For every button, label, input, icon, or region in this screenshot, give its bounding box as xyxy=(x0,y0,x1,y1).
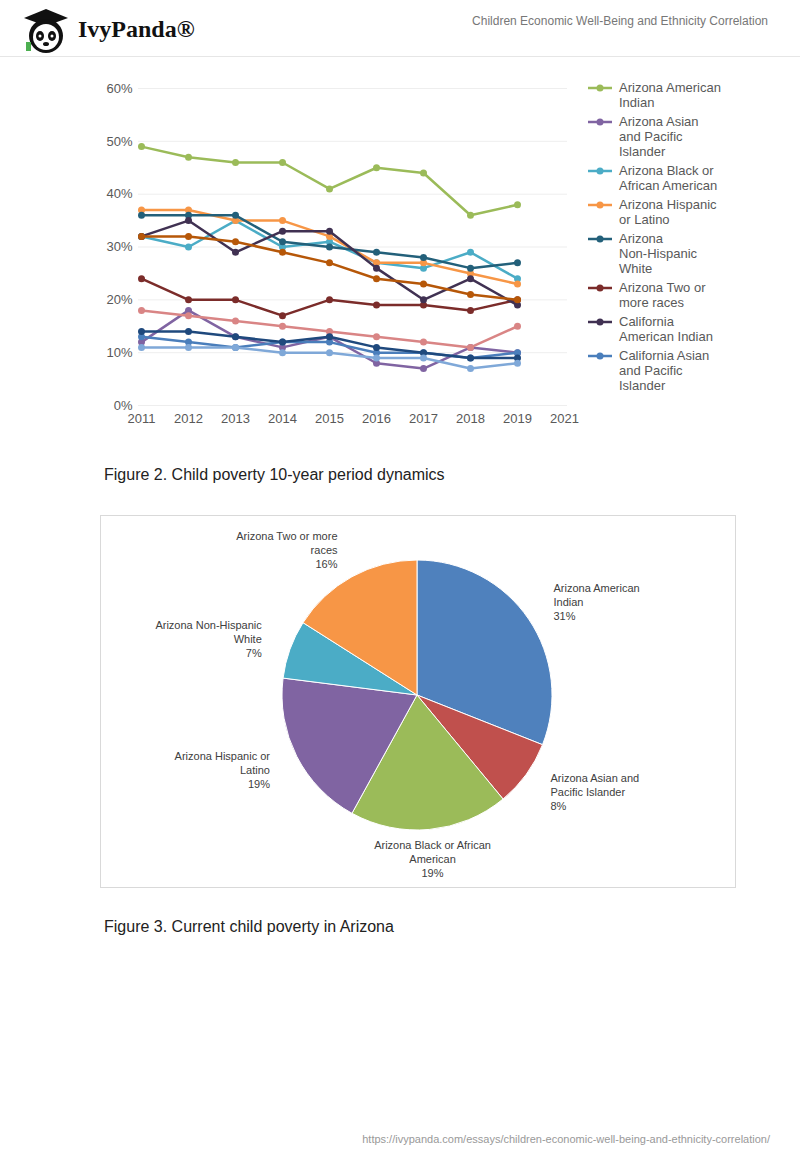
svg-text:2015: 2015 xyxy=(315,411,344,426)
svg-text:Arizona AmericanIndian31%: Arizona AmericanIndian31% xyxy=(553,582,639,622)
html-text:IvyPanda®: IvyPanda® xyxy=(78,16,195,42)
html-text:California Asian: California Asian xyxy=(619,348,710,363)
html-text:and Pacific: and Pacific xyxy=(619,129,683,144)
html-text:https://ivypanda.com/essays/ch: https://ivypanda.com/essays/children-eco… xyxy=(362,1133,770,1145)
html-text:African American: African American xyxy=(619,178,718,193)
svg-text:2012: 2012 xyxy=(174,411,203,426)
html-text:more races: more races xyxy=(619,295,684,310)
html-text:American Indian: American Indian xyxy=(619,329,713,344)
html-text:Arizona Hispanic: Arizona Hispanic xyxy=(619,197,717,212)
html-text:Arizona Asian: Arizona Asian xyxy=(619,114,699,129)
svg-text:2017: 2017 xyxy=(409,411,438,426)
svg-text:Arizona Asian andPacific Islan: Arizona Asian andPacific Islander8% xyxy=(550,772,639,812)
svg-text:Arizona Non-HispanicWhite7%: Arizona Non-HispanicWhite7% xyxy=(155,619,262,659)
svg-text:20%: 20% xyxy=(106,292,132,307)
svg-text:2019: 2019 xyxy=(503,411,532,426)
svg-text:2014: 2014 xyxy=(268,411,297,426)
html-text:Figure 3. Current child povert: Figure 3. Current child poverty in Arizo… xyxy=(104,918,394,935)
svg-text:10%: 10% xyxy=(106,345,132,360)
svg-text:Arizona Black or AfricanAmeric: Arizona Black or AfricanAmerican19% xyxy=(374,839,491,879)
svg-text:2011: 2011 xyxy=(128,411,156,426)
svg-text:Arizona Hispanic orLatino19%: Arizona Hispanic orLatino19% xyxy=(175,750,271,790)
svg-text:2013: 2013 xyxy=(221,411,250,426)
html-text:Non-Hispanic: Non-Hispanic xyxy=(619,246,697,261)
svg-text:2021: 2021 xyxy=(550,411,579,426)
html-text:and Pacific: and Pacific xyxy=(619,363,683,378)
html-text:Arizona American: Arizona American xyxy=(619,80,721,95)
svg-text:2018: 2018 xyxy=(456,411,485,426)
svg-text:0%: 0% xyxy=(113,397,133,413)
html-text:Indian: Indian xyxy=(619,95,655,110)
html-text:or Latino: or Latino xyxy=(619,212,670,227)
svg-text:2016: 2016 xyxy=(362,411,391,426)
html-text:Arizona Black or: Arizona Black or xyxy=(619,163,714,178)
html-text:California: California xyxy=(619,314,674,329)
html-text:Islander: Islander xyxy=(619,378,666,393)
svg-text:40%: 40% xyxy=(106,186,132,201)
html-text:Figure 2. Child poverty 10-yea: Figure 2. Child poverty 10-year period d… xyxy=(104,466,445,483)
svg-text:60%: 60% xyxy=(106,81,132,96)
svg-text:50%: 50% xyxy=(106,133,132,148)
svg-text:30%: 30% xyxy=(106,239,132,254)
html-text:Islander: Islander xyxy=(619,144,666,159)
svg-text:Arizona Two or moreraces16%: Arizona Two or moreraces16% xyxy=(236,530,338,570)
html-text:White: White xyxy=(619,261,653,276)
html-text:Arizona Two or: Arizona Two or xyxy=(619,280,706,295)
html-text:Children Economic Well-Being a: Children Economic Well-Being and Ethnici… xyxy=(472,14,768,28)
html-text:Arizona: Arizona xyxy=(619,231,664,246)
